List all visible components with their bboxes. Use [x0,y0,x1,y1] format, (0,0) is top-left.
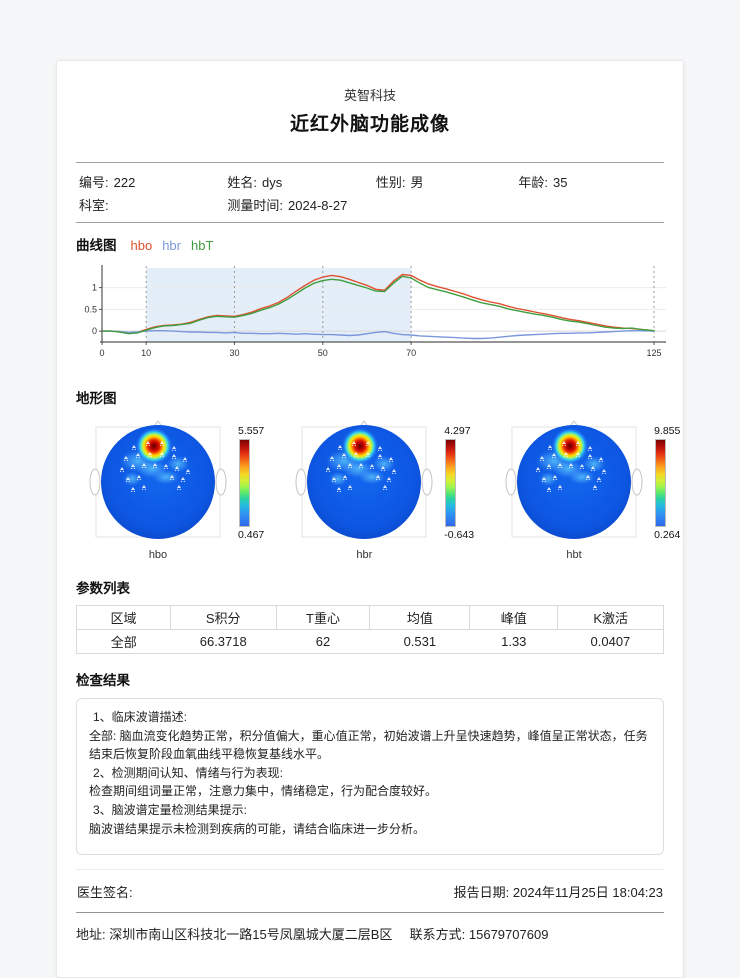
svg-text:0: 0 [99,348,104,358]
address-row: 地址: 深圳市南山区科技北一路15号凤凰城大厦二层B区 联系方式: 156797… [76,913,664,943]
results-box: 1、临床波谱描述: 全部: 脑血流变化趋势正常，积分值偏大，重心值正常，初始波谱… [76,698,664,856]
colorbar-max: 5.557 [238,425,265,437]
col-region: 区域 [76,605,171,630]
svg-text:0.5: 0.5 [84,304,97,314]
params-data-row: 全部 66.3718 62 0.531 1.33 0.0407 [76,629,664,654]
col-t-centroid: T重心 [276,605,371,630]
patient-department: 科室: [79,198,109,213]
patient-age: 年龄: 35 [518,175,568,190]
page-title: 近红外脑功能成像 [289,114,450,135]
svg-text:10: 10 [141,348,151,358]
address-value: 深圳市南山区科技北一路15号凤凰城大厦二层B区 [109,927,393,943]
svg-text:70: 70 [406,348,416,358]
company-name: 英智科技 [343,88,396,103]
curve-section-header: 曲线图 hbo hbr hbT [76,234,664,254]
svg-text:30: 30 [229,348,239,358]
col-s-integral: S积分 [170,605,277,630]
colorbar-max: 4.297 [444,425,471,437]
head-map-image [82,419,234,548]
svg-text:50: 50 [318,348,328,358]
result-line: 3、脑波谱定量检测结果提示: [93,802,248,817]
doctor-signature-label: 医生签名: [77,885,133,901]
params-section-title: 参数列表 [76,581,130,596]
legend-hbo: hbo [130,238,153,253]
result-line: 全部: 脑血流变化趋势正常，积分值偏大，重心值正常，初始波谱上升呈快速趋势，峰值… [89,728,648,762]
map-label: hbo [148,549,168,561]
topo-map-hbt: hbt 9.855 0.264 [498,419,680,561]
curve-chart: 00.510 10 30 50 70 125 [84,265,666,358]
patient-info: 编号: 222 姓名: dys 性别: 男 年龄: 35 科室: 测量时间: 2024-8… [76,163,664,222]
signature-row: 医生签名: 报告日期: 2024年11月25日 18:04:23 [76,870,664,912]
colorbar-min: 0.264 [654,529,681,541]
colorbar-min: 0.467 [238,529,265,541]
colorbar-max: 9.855 [654,425,681,437]
legend-hbt: hbT [191,238,214,253]
result-line: 脑波谱结果提示未检测到疾病的可能，请结合临床进一步分析。 [89,821,426,836]
svg-text:125: 125 [646,348,661,358]
topo-map-hbr: hbr 4.297 -0.643 [288,419,474,561]
chart-legend: hbo hbr hbT [131,238,214,253]
contact-value: 15679707609 [468,927,549,943]
head-map-image [498,419,650,548]
col-mean: 均值 [369,605,471,630]
patient-name: 姓名: dys [227,175,283,190]
result-line: 1、临床波谱描述: [93,710,188,724]
colorbar [239,439,250,527]
legend-hbr: hbr [162,238,181,253]
result-line: 检查期间组词量正常，注意力集中，情绪稳定，行为配合度较好。 [89,784,438,799]
map-label: hbr [356,549,373,561]
svg-text:1: 1 [92,283,97,293]
col-peak: 峰值 [469,605,559,630]
topo-maps-row: hbo 5.557 0.467 [82,419,680,561]
map-label: hbt [566,549,582,561]
curve-section-title: 曲线图 [76,238,117,253]
head-map-image [288,419,440,548]
contact-label: 联系方式: [409,927,466,943]
result-line: 2、检测期间认知、情绪与行为表现: [93,765,284,780]
col-k-activation: K激活 [593,611,628,626]
colorbar [655,439,667,527]
topo-map-hbo: hbo 5.557 0.467 [82,419,264,561]
colorbar-min: -0.643 [444,529,475,541]
report-date: 报告日期: 2024年11月25日 18:04:23 [453,885,663,901]
patient-id: 编号: 222 [79,175,136,190]
address-label: 地址: [76,927,106,943]
curve-chart-container: 0 0.5 1 0 10 30 50 70 125 [76,262,666,365]
divider [76,222,664,223]
params-header-row: 区域 S积分 T重心 均值 峰值 K激活 [76,605,664,630]
report-page: 英智科技 近红外脑功能成像 编号: 222 姓名: dys 性别: 男 年龄: 35 科… [56,60,684,978]
measure-time: 测量时间: 2024-8-27 [227,198,348,213]
results-section-title: 检查结果 [76,673,130,688]
params-table: 区域 S积分 T重心 均值 峰值 K激活 全部 66.3718 62 0.531… [76,605,664,654]
patient-gender: 性别: 男 [375,175,424,190]
divider [76,162,664,163]
topo-section-title: 地形图 [76,391,117,406]
colorbar [445,439,457,527]
svg-text:0: 0 [92,326,97,336]
